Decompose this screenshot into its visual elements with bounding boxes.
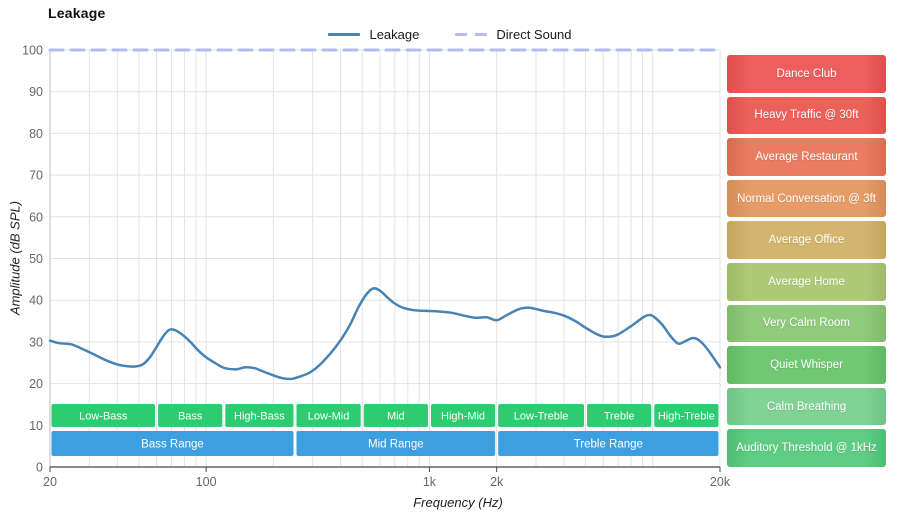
freq-range-mid-range <box>296 431 496 456</box>
freq-band-label-mid: Mid <box>387 411 405 423</box>
y-tick-label-100: 100 <box>22 44 43 58</box>
noise-level-calm-breathing: Calm Breathing <box>727 387 886 426</box>
freq-band-label-low-treble: Low-Treble <box>514 411 569 423</box>
y-axis-title: Amplitude (dB SPL) <box>7 200 23 316</box>
freq-band-high-bass <box>225 404 294 427</box>
noise-level-average-restaurant: Average Restaurant <box>727 138 886 176</box>
freq-band-low-bass <box>51 404 156 427</box>
noise-level-label: Average Office <box>768 234 845 247</box>
freq-band-bass <box>158 404 223 427</box>
noise-level-average-office: Average Office <box>727 221 886 259</box>
noise-level-label: Normal Conversation @ 3ft <box>737 192 876 205</box>
noise-level-heavy-traffic-30ft: Heavy Traffic @ 30ft <box>727 96 886 135</box>
noise-level-label: Heavy Traffic @ 30ft <box>754 109 859 122</box>
freq-range-label-bass-range: Bass Range <box>141 439 204 451</box>
freq-band-low-mid <box>296 404 361 427</box>
noise-level-label: Average Home <box>768 275 845 288</box>
noise-level-label: Auditory Threshold @ 1kHz <box>736 442 877 455</box>
freq-band-label-high-mid: High-Mid <box>441 411 485 423</box>
y-tick-label-30: 30 <box>29 335 43 349</box>
freq-range-treble-range <box>498 431 719 456</box>
legend-label-direct-sound: Direct Sound <box>496 27 572 42</box>
x-tick-label-20k: 20k <box>710 475 731 489</box>
freq-band-mid <box>363 404 428 427</box>
noise-scale: Dance Club Heavy Traffic @ 30ft Average Re… <box>727 55 886 467</box>
y-tick-label-90: 90 <box>29 85 43 99</box>
legend-item-direct-sound[interactable]: Direct Sound <box>455 27 572 42</box>
y-tick-label-20: 20 <box>29 377 43 391</box>
y-tick-label-70: 70 <box>29 169 43 183</box>
noise-level-label: Calm Breathing <box>766 400 847 413</box>
noise-level-label: Quiet Whisper <box>770 358 843 371</box>
freq-range-label-treble-range: Treble Range <box>574 439 643 451</box>
y-tick-label-40: 40 <box>29 294 43 308</box>
direct-sound-line-icon <box>455 33 488 36</box>
chart-title: Leakage <box>48 5 106 21</box>
freq-band-label-high-bass: High-Bass <box>234 411 285 423</box>
freq-range-bass-range <box>51 431 294 456</box>
legend-item-leakage[interactable]: Leakage <box>328 27 419 42</box>
y-tick-label-0: 0 <box>36 461 43 475</box>
noise-level-label: Very Calm Room <box>763 317 850 330</box>
x-tick-label-20: 20 <box>43 475 57 489</box>
leakage-curve <box>48 287 722 381</box>
legend-label-leakage: Leakage <box>369 27 420 42</box>
freq-band-high-treble <box>654 404 719 427</box>
noise-level-auditory-threshold-1khz: Auditory Threshold @ 1kHz <box>727 429 886 467</box>
leakage-line-icon <box>328 33 361 36</box>
noise-level-average-home: Average Home <box>727 262 886 301</box>
freq-range-label-mid-range: Mid Range <box>368 439 424 451</box>
freq-band-label-bass: Bass <box>178 411 203 423</box>
noise-level-very-calm-room: Very Calm Room <box>727 304 886 343</box>
y-tick-label-80: 80 <box>29 127 43 141</box>
x-tick-label-100: 100 <box>196 475 217 489</box>
noise-level-dance-club: Dance Club <box>727 55 886 93</box>
freq-band-label-high-treble: High-Treble <box>658 411 715 423</box>
y-tick-label-60: 60 <box>29 210 43 224</box>
freq-band-low-treble <box>498 404 585 427</box>
x-tick-label-1k: 1k <box>423 475 437 489</box>
y-tick-label-10: 10 <box>29 419 43 433</box>
freq-band-label-low-mid: Low-Mid <box>308 411 350 423</box>
noise-level-quiet-whisper: Quiet Whisper <box>727 346 886 384</box>
freq-band-treble <box>587 404 652 427</box>
freq-band-label-low-bass: Low-Bass <box>79 411 128 423</box>
noise-level-label: Average Restaurant <box>755 150 858 163</box>
x-axis-title: Frequency (Hz) <box>413 495 503 510</box>
freq-band-label-treble: Treble <box>604 411 635 423</box>
noise-level-normal-conversation-3ft: Normal Conversation @ 3ft <box>727 179 886 218</box>
chart-legend: Leakage Direct Sound <box>0 27 900 42</box>
y-tick-label-50: 50 <box>29 252 43 266</box>
x-tick-label-2k: 2k <box>490 475 504 489</box>
freq-band-high-mid <box>430 404 496 427</box>
noise-level-label: Dance Club <box>776 67 837 80</box>
